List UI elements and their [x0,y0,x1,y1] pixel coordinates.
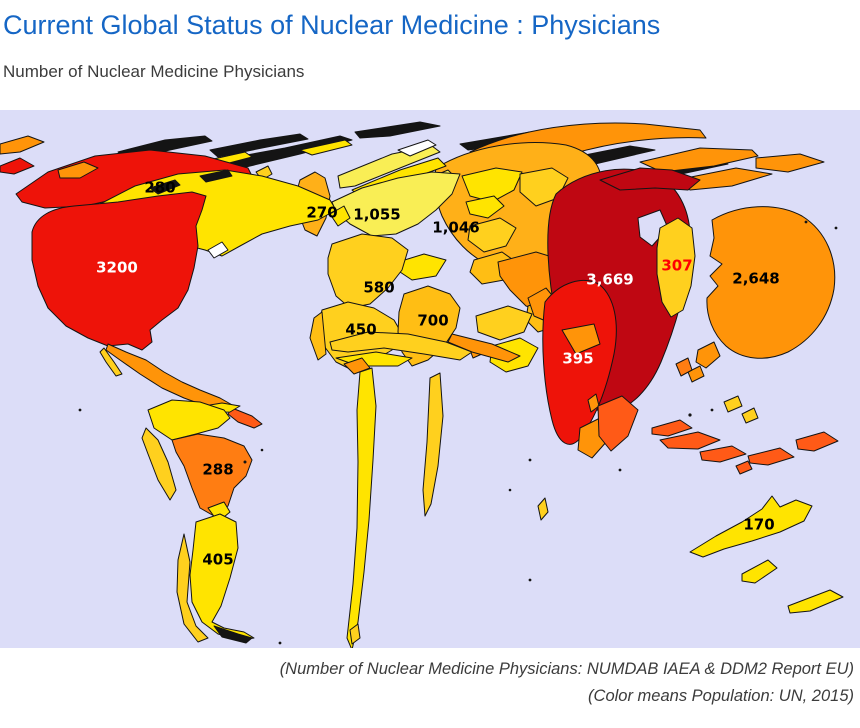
speck [688,413,692,417]
speck [278,641,282,645]
speck [508,488,512,492]
speck [260,448,264,452]
region-australia [689,495,813,558]
region-balkans [467,217,517,253]
south-america [141,399,255,644]
region-nigeria [343,357,371,375]
region-taiwan [675,357,693,377]
region-philippines [723,395,743,413]
region-benelux [329,205,351,227]
region-new-zealand-north [741,559,778,584]
region-indonesia [699,445,747,463]
source-note-population: (Color means Population: UN, 2015) [588,687,854,705]
region-czech [465,195,505,219]
speck [78,408,82,412]
region-brazil [171,433,253,517]
source-note-physicians: (Number of Nuclear Medicine Physicians: … [279,660,854,678]
page-subtitle: Number of Nuclear Medicine Physicians [3,62,305,81]
region-philippines [741,407,759,424]
region-okinawa [695,341,721,369]
speck [618,468,622,472]
ocean-specks [78,220,838,645]
region-papua [795,431,839,452]
region-madagascar [537,497,549,521]
north-america [15,149,337,429]
region-portugal [309,311,327,361]
region-peru [141,427,177,501]
region-poland [461,167,523,203]
cartogram-svg [0,110,860,648]
region-japan [706,206,836,359]
region-newfoundland [207,241,229,259]
region-siberia-wing [755,153,825,173]
region-north-africa [329,331,473,361]
oceania [689,495,844,614]
region-vietnam-thailand [597,395,639,452]
region-argentina [189,513,255,641]
region-indonesia [747,447,795,466]
region-scandinavia-gap [397,139,437,157]
region-france [327,233,409,309]
world-cartogram: 280 3200 270 1,055 1,046 580 450 700 3,669 307 2,6… [0,110,860,648]
speck [243,460,247,464]
region-baja [99,347,123,377]
speck [710,408,714,412]
asia [527,167,839,475]
region-china-ne-wing [599,167,701,191]
region-colombia-venezuela [147,399,231,441]
region-indonesia [659,431,721,450]
region-south-korea [656,217,696,318]
region-new-zealand-south [787,589,844,614]
region-norway [337,145,441,189]
region-turkey [475,305,533,341]
region-usa [31,191,207,351]
region-central-america [227,407,263,429]
region-canada-arctic-bits [149,179,181,195]
page-title: Current Global Status of Nuclear Medicin… [3,10,661,40]
speck [528,458,532,462]
region-tierra-del-fuego [213,625,253,644]
region-arctic-sliver [209,133,309,158]
region-germany [331,171,461,237]
footnotes: (Number of Nuclear Medicine Physicians: … [0,656,854,710]
region-egypt [447,333,521,363]
region-indonesia [735,460,753,475]
region-wrap-sliver [0,157,35,175]
region-malaysia [651,419,693,437]
speck [804,220,808,224]
region-canada-arctic-bits [199,169,233,183]
region-africa-strand-east [422,372,444,517]
region-arctic-island [299,139,353,156]
region-arctic-sliver [354,121,441,139]
region-wrap-sliver [0,135,45,155]
region-south-africa [349,623,361,645]
region-chile [176,533,209,643]
speck [528,578,532,582]
africa [329,331,549,648]
speck [834,226,838,230]
region-bangladesh [561,323,601,355]
region-aleutians [57,161,99,179]
